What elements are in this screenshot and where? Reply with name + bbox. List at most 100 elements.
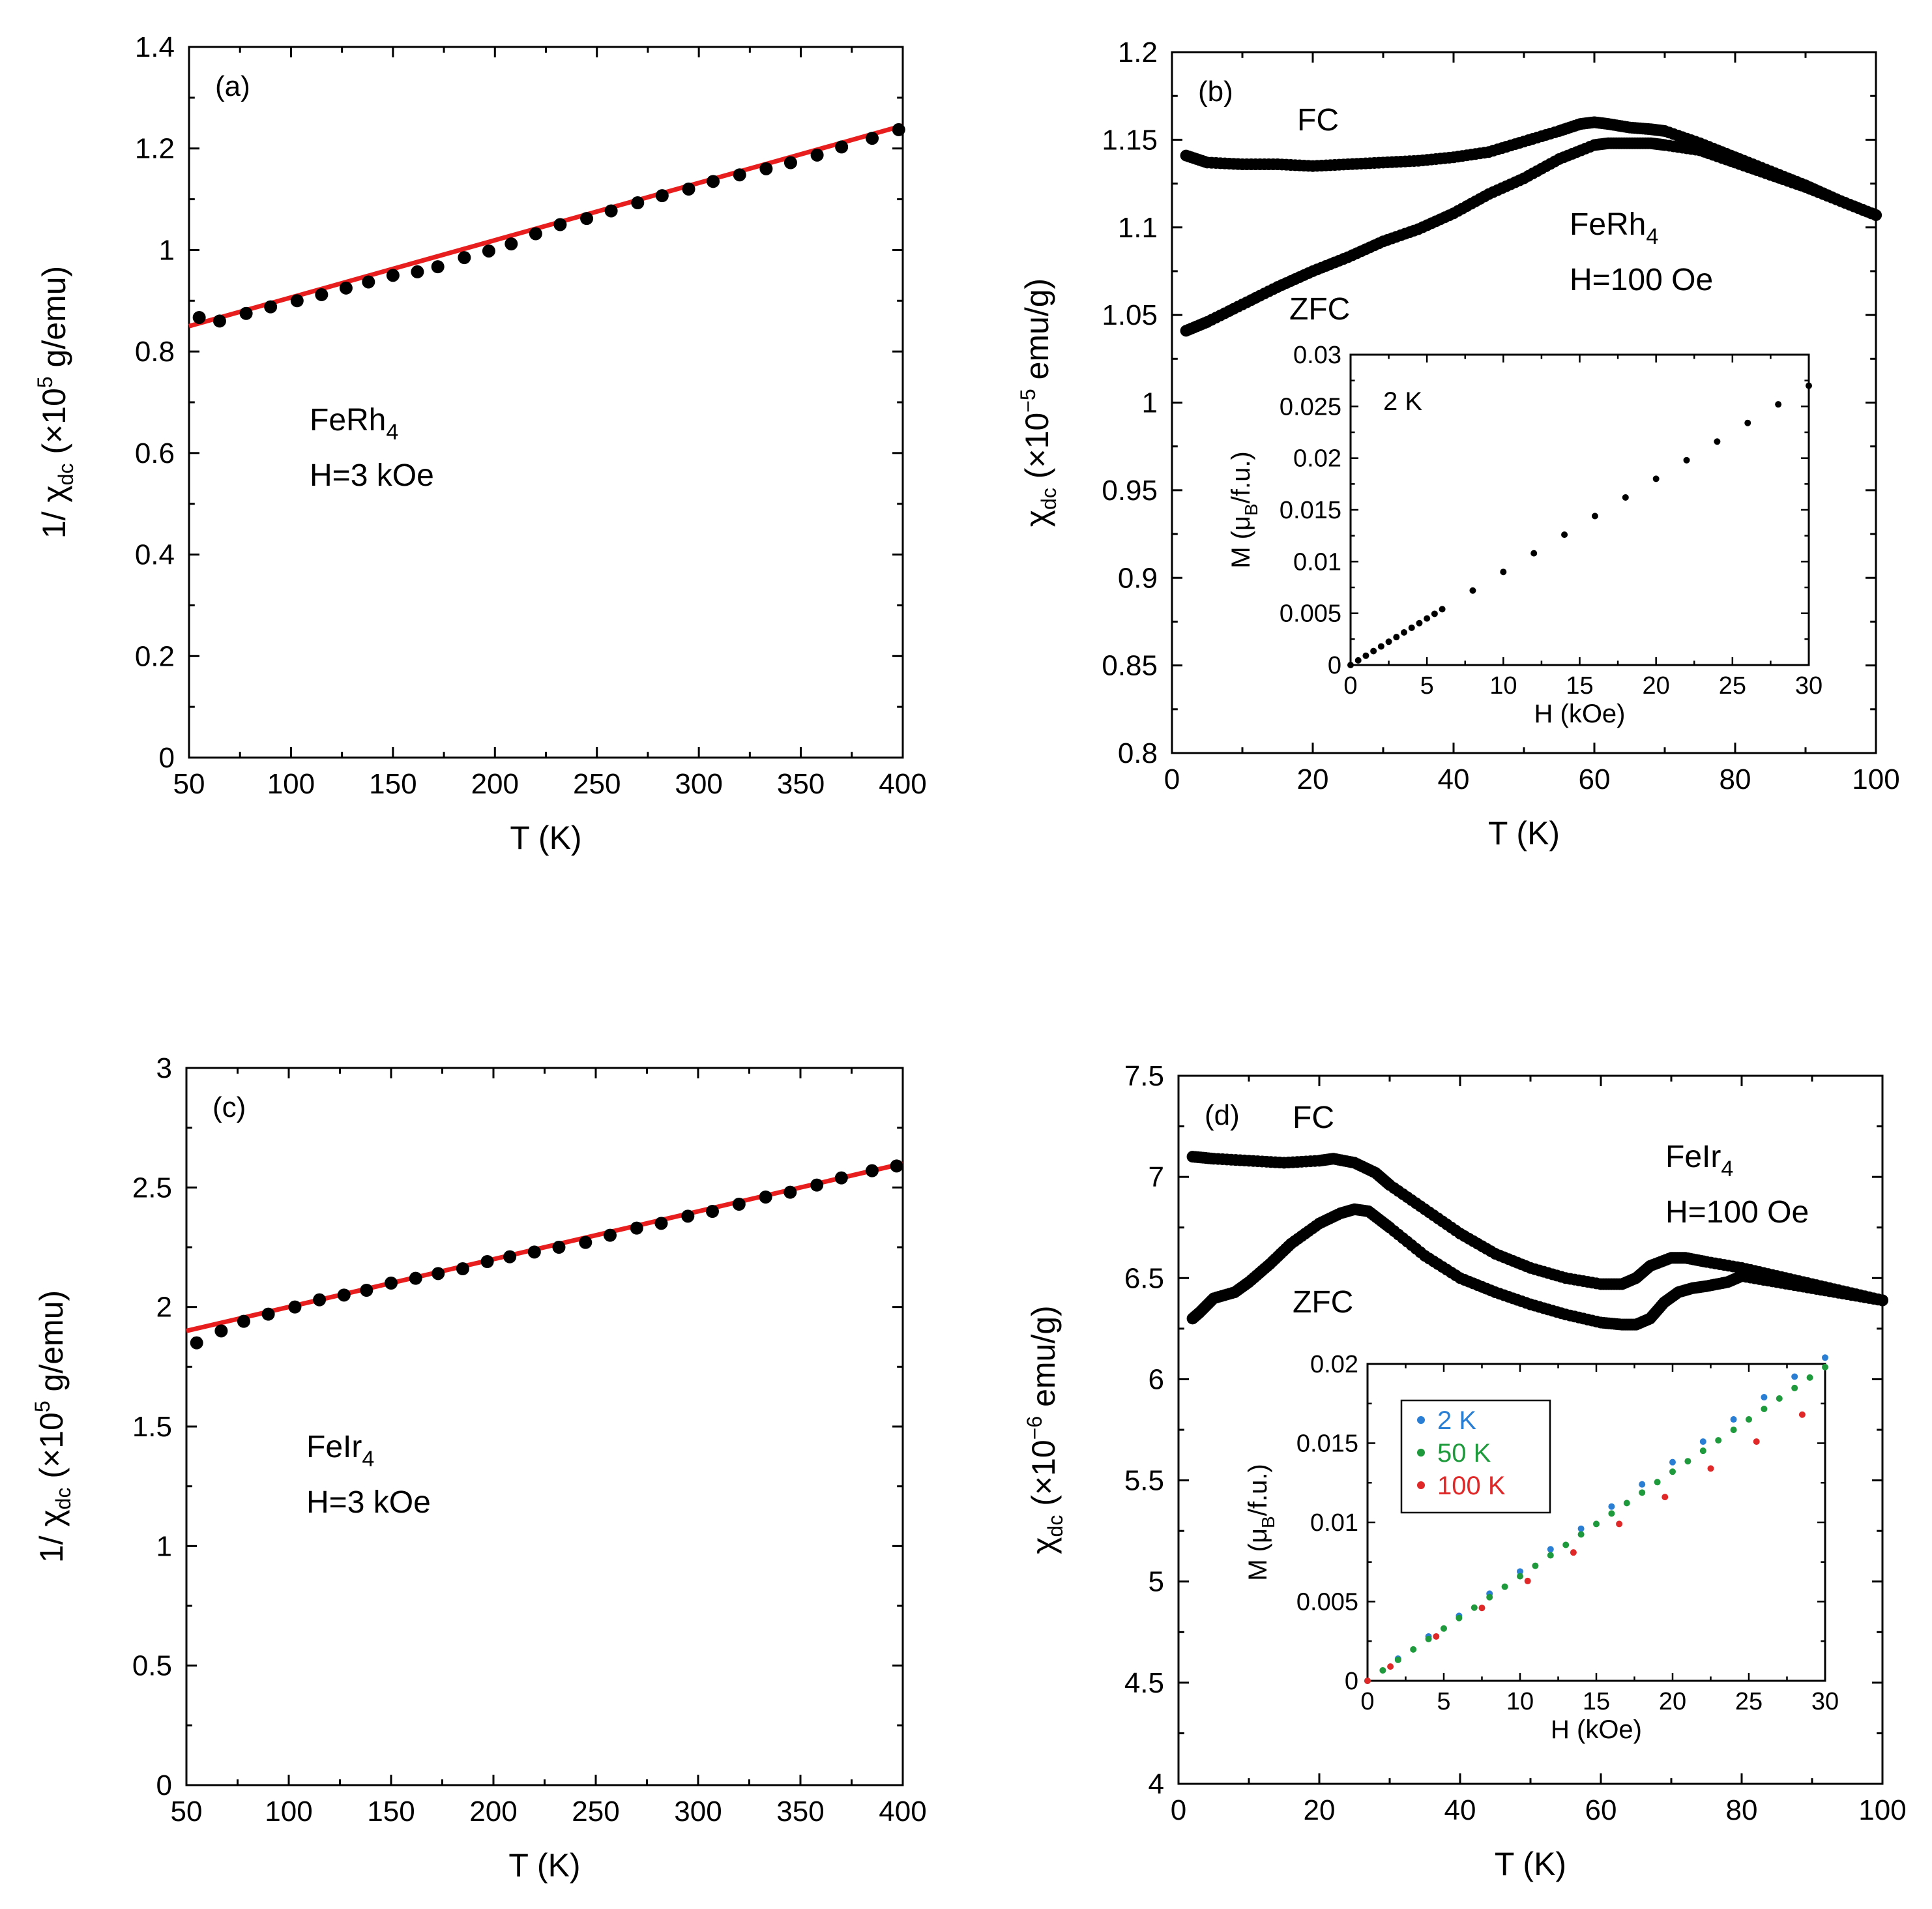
inset-point-2k [1408,624,1415,631]
inset-point-100k [1570,1549,1577,1556]
data-point [527,1245,541,1259]
data-point [835,140,849,154]
inset-point-100k [1798,1411,1806,1418]
data-point [553,218,567,231]
x-axis-label: T (K) [1488,815,1560,851]
x-tick-label: 300 [674,1796,722,1828]
inset-point-2k [1730,1416,1737,1423]
inset-point-2k [1362,652,1369,659]
inset-point-2k [1822,1354,1828,1361]
inset-y-tick-label: 0.02 [1293,445,1341,473]
inset-point-2k [1591,512,1598,520]
x-tick-label: 400 [879,768,926,800]
inset-point-50k [1684,1458,1691,1465]
inset-x-tick-label: 25 [1735,1688,1763,1715]
x-tick-label: 100 [265,1796,312,1828]
data-point [732,1198,746,1211]
data-point [503,1250,517,1264]
y-tick-label: 7.5 [1124,1060,1164,1092]
inset-point-50k [1532,1562,1539,1569]
annotation-compound: FeRh4 [310,403,398,445]
x-tick-label: 20 [1297,763,1329,795]
legend-marker [1417,1449,1425,1457]
inset-point-2k [1561,531,1568,539]
data-point [866,132,879,145]
y-tick-label: 5.5 [1124,1465,1164,1497]
data-point [654,1217,668,1230]
legend-box [1400,1399,1551,1514]
x-tick-label: 100 [267,768,315,800]
data-point [604,204,618,218]
data-point [288,1300,302,1314]
inset-point-100k [1364,1678,1371,1684]
x-axis-label: T (K) [1495,1846,1566,1882]
data-point [890,1159,903,1173]
inset-point-50k [1822,1363,1828,1370]
data-point [810,148,824,162]
data-point [431,260,445,274]
inset-point-50k [1441,1625,1447,1632]
x-tick-label: 80 [1720,763,1751,795]
inset-point-2k [1669,1458,1676,1466]
inset-x-tick-label: 0 [1360,1688,1374,1715]
panel-label: (a) [215,70,250,102]
y-axis-label: 1/ χdc (×105 g/emu) [33,266,78,539]
data-point [192,310,206,324]
data-point [810,1178,824,1192]
y-axis-label: 1/ χdc (×105 g/emu) [31,1290,75,1563]
data-point [237,1314,250,1328]
inset-y-axis-label: M (μB/f.u.) [1244,1464,1278,1581]
y-tick-label: 0 [159,742,175,774]
annotation-field: H=100 Oe [1570,263,1713,297]
inset-point-50k [1791,1384,1798,1391]
y-tick-label: 3 [156,1052,172,1084]
inset-y-tick-label: 0 [1345,1668,1358,1695]
inset-y-tick-label: 0.01 [1293,548,1341,576]
data-point [579,1236,593,1249]
inset-point-2k [1652,475,1660,482]
data-point [214,1324,228,1338]
inset-point-2k [1577,1525,1585,1532]
y-tick-label: 0.95 [1102,475,1158,507]
y-tick-label: 0.8 [135,336,175,368]
inset-point-2k [1401,629,1408,636]
y-tick-label: 1.05 [1102,299,1158,331]
data-point [411,265,424,278]
data-point [190,1336,203,1350]
inset-point-50k [1761,1406,1768,1413]
data-point [362,275,375,289]
x-tick-label: 300 [675,768,722,800]
x-tick-label: 350 [776,1796,824,1828]
y-tick-label: 1.5 [132,1411,172,1443]
y-tick-label: 6.5 [1124,1262,1164,1294]
inset-point-2k [1517,1568,1523,1575]
inset-point-2k [1385,638,1392,645]
inset-point-2k [1744,419,1751,426]
data-point [458,251,471,265]
inset-point-50k [1746,1416,1752,1423]
y-tick-label: 0.8 [1118,737,1158,769]
inset-point-100k [1524,1577,1531,1584]
y-tick-label: 1 [159,234,175,266]
data-point [759,162,773,175]
data-point [707,175,720,188]
data-point [580,212,594,226]
data-point [865,1164,879,1177]
inset-y-tick-label: 0.03 [1293,342,1341,369]
data-point [552,1241,566,1254]
x-tick-label: 250 [573,768,621,800]
inset-x-tick-label: 5 [1437,1688,1450,1715]
inset-point-2k [1608,1503,1615,1510]
x-tick-label: 200 [471,768,519,800]
inset-point-2k [1377,643,1384,650]
inset-b: 0 5 10 15 20 25 30 0 0.005 0.01 0.015 0.02 0.025 0.03… [1227,342,1822,728]
inset-x-tick-label: 25 [1719,672,1746,700]
inset-y-tick-label: 0.015 [1296,1430,1358,1458]
y-tick-label: 1.2 [1118,37,1158,68]
panel-label: (d) [1205,1099,1240,1131]
inset-point-2k [1806,382,1812,389]
inset-point-50k [1608,1510,1615,1517]
y-tick-label: 1.15 [1102,124,1158,156]
data-point [482,244,495,258]
